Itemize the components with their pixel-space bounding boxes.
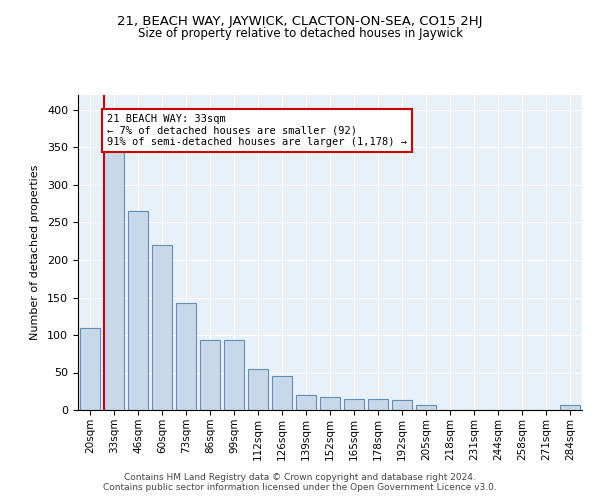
- Text: 21, BEACH WAY, JAYWICK, CLACTON-ON-SEA, CO15 2HJ: 21, BEACH WAY, JAYWICK, CLACTON-ON-SEA, …: [117, 15, 483, 28]
- Text: 21 BEACH WAY: 33sqm
← 7% of detached houses are smaller (92)
91% of semi-detache: 21 BEACH WAY: 33sqm ← 7% of detached hou…: [107, 114, 407, 147]
- Text: Contains public sector information licensed under the Open Government Licence v3: Contains public sector information licen…: [103, 484, 497, 492]
- Bar: [296, 395, 316, 410]
- Bar: [152, 245, 172, 410]
- Bar: [80, 328, 100, 410]
- Bar: [392, 400, 412, 410]
- Bar: [224, 340, 244, 410]
- Bar: [344, 399, 364, 410]
- Bar: [320, 396, 340, 410]
- Bar: [104, 121, 124, 410]
- Bar: [200, 340, 220, 410]
- Bar: [248, 369, 268, 410]
- Bar: [560, 405, 580, 410]
- Bar: [272, 376, 292, 410]
- Bar: [128, 211, 148, 410]
- Bar: [176, 302, 196, 410]
- Bar: [368, 399, 388, 410]
- Bar: [416, 405, 436, 410]
- Text: Contains HM Land Registry data © Crown copyright and database right 2024.: Contains HM Land Registry data © Crown c…: [124, 474, 476, 482]
- Text: Size of property relative to detached houses in Jaywick: Size of property relative to detached ho…: [137, 28, 463, 40]
- Y-axis label: Number of detached properties: Number of detached properties: [30, 165, 40, 340]
